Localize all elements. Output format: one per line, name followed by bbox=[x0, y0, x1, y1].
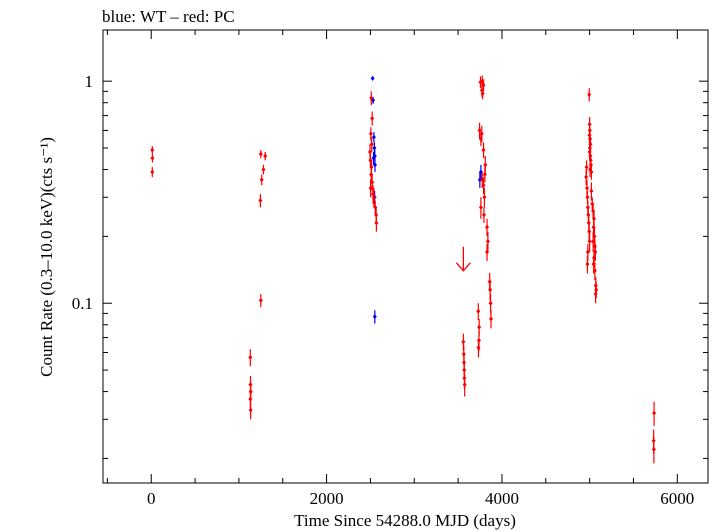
data-point bbox=[150, 147, 155, 153]
plot-frame bbox=[102, 29, 709, 484]
data-point bbox=[374, 220, 379, 226]
data-point bbox=[367, 149, 372, 155]
data-point bbox=[372, 145, 377, 151]
data-point bbox=[592, 268, 597, 274]
data-point bbox=[369, 95, 374, 101]
data-point bbox=[584, 164, 589, 170]
data-point bbox=[652, 410, 657, 416]
data-point bbox=[587, 238, 592, 244]
x-tick-label: 0 bbox=[147, 489, 156, 508]
data-point bbox=[248, 354, 253, 360]
data-point bbox=[261, 167, 266, 173]
x-tick-label: 6000 bbox=[660, 489, 694, 508]
x-tick-label: 2000 bbox=[310, 489, 344, 508]
data-point bbox=[150, 169, 155, 175]
data-point bbox=[482, 194, 487, 200]
data-point bbox=[483, 162, 488, 168]
series-WT bbox=[370, 75, 483, 324]
data-point bbox=[477, 127, 482, 133]
data-point bbox=[480, 90, 485, 96]
data-point bbox=[258, 151, 263, 157]
data-point bbox=[585, 261, 590, 267]
y-tick-label: 0.1 bbox=[72, 294, 93, 313]
data-point bbox=[488, 300, 493, 306]
data-point bbox=[248, 396, 253, 402]
data-point bbox=[476, 345, 481, 351]
data-point bbox=[481, 212, 486, 218]
data-point bbox=[594, 287, 599, 293]
y-axis-label: Count Rate (0.3–10.0 keV)(cts s⁻¹) bbox=[37, 137, 56, 377]
data-point bbox=[589, 169, 594, 175]
data-point bbox=[481, 147, 486, 153]
data-point bbox=[589, 188, 594, 194]
data-point bbox=[591, 238, 596, 244]
data-point bbox=[371, 134, 376, 140]
data-point bbox=[584, 174, 589, 180]
data-point bbox=[370, 75, 375, 81]
data-point bbox=[477, 177, 482, 183]
data-point bbox=[488, 287, 493, 293]
data-point bbox=[462, 382, 467, 388]
data-point bbox=[488, 316, 493, 322]
data-point bbox=[369, 141, 374, 147]
y-tick-label: 1 bbox=[85, 72, 94, 91]
chart-title: blue: WT – red: PC bbox=[102, 7, 235, 26]
series-PC bbox=[150, 75, 657, 464]
data-point bbox=[485, 249, 490, 255]
data-point bbox=[485, 224, 490, 230]
data-point bbox=[372, 314, 377, 320]
data-point bbox=[368, 131, 373, 137]
plot-area bbox=[150, 75, 657, 464]
data-point bbox=[587, 92, 592, 98]
data-point bbox=[263, 153, 268, 159]
data-point bbox=[368, 185, 373, 191]
data-point bbox=[476, 308, 481, 314]
data-point bbox=[651, 446, 656, 452]
data-point bbox=[371, 194, 376, 200]
upper-limit-arrow bbox=[455, 246, 471, 272]
data-point bbox=[259, 177, 264, 183]
data-point bbox=[372, 162, 377, 168]
data-point bbox=[585, 185, 589, 191]
data-point bbox=[461, 339, 466, 345]
data-point bbox=[370, 115, 375, 121]
data-point bbox=[478, 204, 483, 210]
data-point bbox=[485, 238, 490, 244]
data-point bbox=[585, 249, 590, 255]
data-point bbox=[477, 324, 482, 330]
data-point bbox=[481, 182, 486, 188]
data-point bbox=[593, 291, 598, 297]
data-point bbox=[585, 194, 590, 200]
x-tick-label: 4000 bbox=[485, 489, 519, 508]
data-point bbox=[258, 198, 263, 204]
data-point bbox=[482, 171, 487, 177]
data-point bbox=[258, 297, 263, 303]
data-point bbox=[150, 155, 155, 161]
x-axis-label: Time Since 54288.0 MJD (days) bbox=[294, 511, 516, 530]
data-point bbox=[478, 136, 483, 142]
data-point bbox=[248, 407, 253, 413]
axes: 0 2000 4000 6000 1 0.1 bbox=[72, 30, 708, 508]
